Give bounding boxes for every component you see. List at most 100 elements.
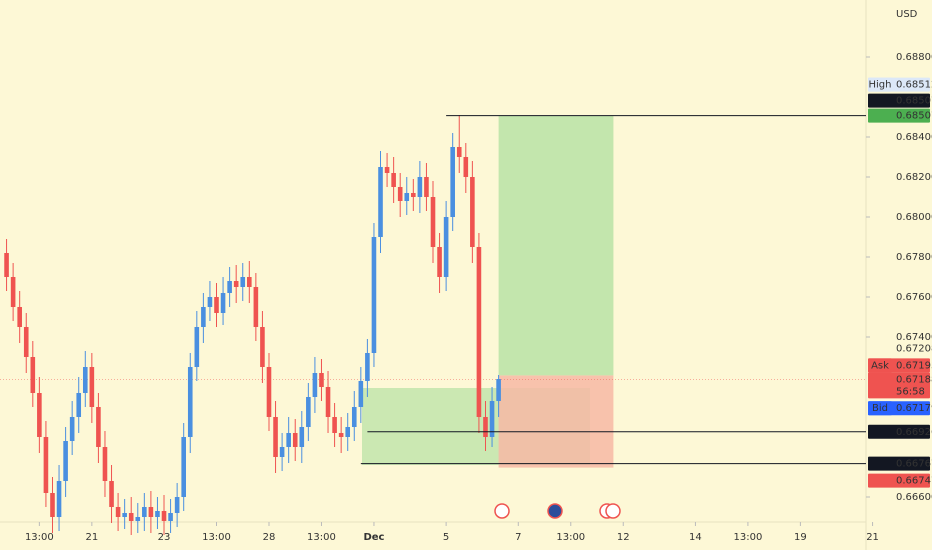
price-label-box [868,456,930,471]
candle-body [102,447,108,481]
candle-body [174,497,180,513]
candle-body [168,513,173,521]
target-zone [498,115,614,376]
candle-body [411,193,416,197]
candle-body [194,327,200,367]
price-label-box [868,473,930,488]
price-label: 0.68507 [896,96,932,107]
event-icon[interactable] [605,503,621,519]
candle-body [247,277,252,287]
price-label-box [868,108,930,123]
candle-body [391,173,396,187]
price-label-box [868,93,930,108]
price-label-box [868,372,930,399]
candle-body [299,427,305,447]
event-icon[interactable] [547,503,563,519]
candle-body [135,517,141,521]
candle-body [37,393,42,437]
candle-body [50,493,55,517]
candle-body [273,417,278,457]
candle-body [128,513,134,521]
candle-body [417,177,423,197]
candle-body [345,427,351,437]
candle-body [187,367,193,437]
candle-body [69,417,75,441]
currency: USD [896,9,918,20]
price-label-box [868,424,930,439]
candle-body [456,147,462,157]
candle-body [227,281,232,293]
candle-body [30,357,36,393]
price-label-box [868,341,930,356]
x-tick-label: 7 [515,532,521,543]
price-tag-box [868,77,892,92]
x-tick-label: 28 [263,532,276,543]
x-tick-label: 21 [85,532,98,543]
candle-body [214,297,219,313]
x-tick-label: 12 [617,532,630,543]
event-icon[interactable] [494,503,510,519]
candle-body [23,327,29,357]
candle-body [384,167,390,173]
candle-body [207,297,213,307]
price-tag: Bid [872,403,888,414]
price-tag-box [868,358,892,373]
x-tick-label: 21 [866,532,879,543]
candle-body [96,407,101,447]
candle-body [148,507,154,517]
price-label: 0.66767 [896,459,932,470]
price-label: 0.67179 [896,403,932,414]
price-tag: Ask [871,360,889,371]
candle-body [306,397,311,427]
candle-body [351,407,357,427]
candle-body [181,437,186,497]
candle-body [430,197,436,247]
candle-body [76,393,82,417]
candle-body [424,177,429,197]
candle-body [489,401,495,437]
price-label: 0.67188 [896,374,932,385]
x-tick-label: 23 [158,532,171,543]
x-tick-label: 14 [689,532,702,543]
candle-body [63,441,68,481]
candle-body [10,277,16,307]
candle-body [56,481,62,517]
candle-body [338,433,344,437]
candle-body [483,417,488,437]
x-tick-label: Dec [363,532,384,543]
price-label: 0.68507 [896,111,932,122]
candle-body [404,193,410,201]
candle-body [358,381,364,407]
x-tick-label: 13:00 [307,532,336,543]
candle-body [378,167,383,237]
candle-body [365,353,370,381]
candle-body [450,147,455,217]
price-tag: High [869,80,892,91]
x-tick-label: 13:00 [202,532,231,543]
candle-body [437,247,442,277]
candle-body [266,367,272,417]
candle-body [89,367,95,407]
candle-body [201,307,206,327]
candle-body [463,157,469,177]
candle-body [155,511,160,517]
x-tick-label: 13:00 [733,532,762,543]
event-icons [494,503,621,519]
price-label: 0.66926 [896,427,932,438]
candle-body [496,379,501,401]
x-tick-label: 13:00 [25,532,54,543]
candle-body [17,307,22,327]
candle-body [142,507,147,517]
x-tick-label: 5 [443,532,449,543]
candle-body [476,247,482,417]
y-tick-label: 0.66600 [896,492,932,503]
price-label: 0.67208 [896,343,932,354]
